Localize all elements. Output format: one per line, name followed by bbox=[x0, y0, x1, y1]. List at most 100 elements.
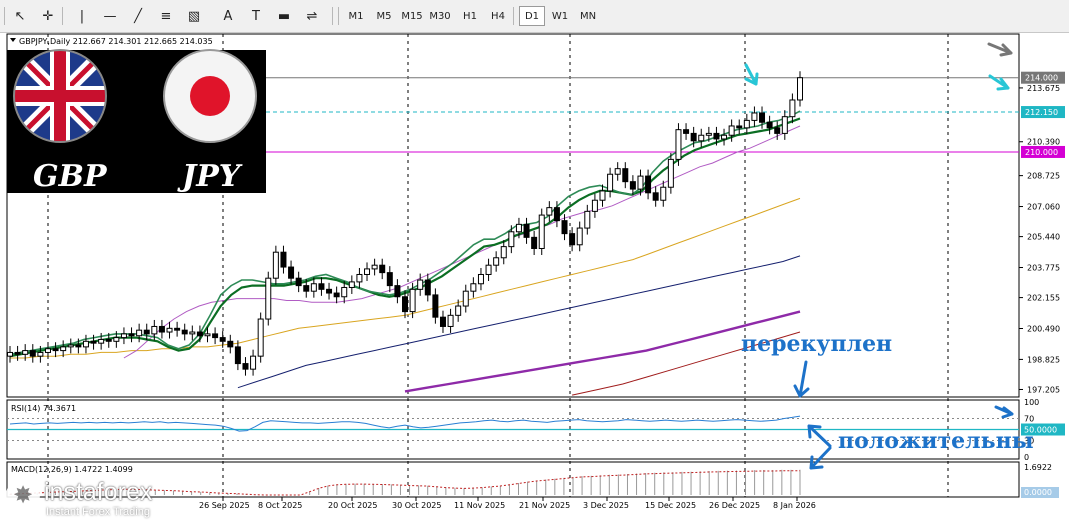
candle-body bbox=[7, 351, 13, 357]
trendline-icon[interactable]: ╱ bbox=[134, 8, 142, 24]
candle-body bbox=[333, 292, 340, 298]
price-tick-label: 210.390 bbox=[1027, 138, 1060, 147]
horizontal-line-icon[interactable]: — bbox=[103, 8, 117, 24]
positive-arrow-up-icon bbox=[807, 424, 832, 448]
toolbar-separator bbox=[4, 7, 5, 25]
rsi-line bbox=[9, 415, 801, 432]
candle-body bbox=[477, 273, 484, 285]
arrow-214-icon bbox=[987, 42, 1013, 57]
crosshair-icon[interactable]: ✛ bbox=[42, 8, 54, 24]
flag-label-gbp: GBP bbox=[33, 159, 108, 194]
candle-body bbox=[22, 350, 29, 355]
text-label-icon[interactable]: T bbox=[252, 8, 260, 24]
date-label: 8 Jan 2026 bbox=[773, 501, 816, 510]
candle-body bbox=[652, 192, 659, 201]
level-badge-214.000 bbox=[1021, 71, 1065, 84]
arrow-tools-icon[interactable]: ⇌ bbox=[306, 8, 318, 24]
candle-body bbox=[774, 127, 781, 134]
candle-body bbox=[698, 134, 705, 142]
candle-body bbox=[98, 338, 105, 344]
arrow-candle-icon bbox=[744, 63, 759, 86]
candle-body bbox=[227, 340, 234, 348]
date-label: 8 Oct 2025 bbox=[258, 501, 302, 510]
level-badge-212.150 bbox=[1021, 106, 1065, 119]
candle-body bbox=[128, 333, 135, 337]
timeframe-m5[interactable]: M5 bbox=[376, 10, 392, 22]
ma-navy-line bbox=[237, 255, 801, 389]
candle-body bbox=[553, 207, 560, 222]
candle-body bbox=[364, 268, 371, 275]
timeframe-w1[interactable]: W1 bbox=[551, 10, 569, 22]
candle-body bbox=[721, 134, 728, 140]
candle-body bbox=[386, 272, 393, 287]
ma-purple-line bbox=[404, 310, 801, 393]
candle-body bbox=[356, 273, 363, 283]
timeframe-m1[interactable]: M1 bbox=[348, 10, 364, 22]
cursor-icon[interactable]: ↖ bbox=[14, 8, 26, 24]
candle-body bbox=[257, 318, 264, 357]
candle-body bbox=[250, 355, 257, 370]
candle-body bbox=[417, 279, 424, 290]
date-label: 11 Nov 2025 bbox=[454, 501, 505, 510]
candle-body bbox=[470, 283, 477, 292]
candle-body bbox=[789, 99, 796, 118]
candle-body bbox=[690, 132, 697, 142]
candle-body bbox=[242, 363, 249, 370]
candle-body bbox=[660, 186, 667, 201]
macd-zero-badge-text: 0.0000 bbox=[1024, 488, 1052, 497]
candle-body bbox=[166, 327, 173, 333]
candle-body bbox=[288, 266, 295, 279]
candle-body bbox=[310, 283, 317, 292]
candle-body bbox=[52, 348, 59, 352]
price-tick-label: 198.825 bbox=[1027, 355, 1060, 364]
candle-body bbox=[113, 337, 120, 342]
rectangle-icon[interactable]: ▬ bbox=[277, 8, 291, 24]
arrow-212-icon bbox=[988, 74, 1010, 91]
candle-body bbox=[493, 257, 500, 266]
fibonacci-icon[interactable]: ≡ bbox=[160, 8, 172, 24]
toolbar-separator bbox=[62, 7, 63, 25]
equidistant-channel-icon[interactable]: ▧ bbox=[187, 8, 201, 24]
candle-body bbox=[204, 333, 211, 337]
candle-body bbox=[531, 236, 538, 249]
symbol-menu-icon bbox=[10, 38, 16, 42]
candle-body bbox=[576, 227, 583, 246]
timeframe-m15[interactable]: M15 bbox=[401, 10, 423, 22]
candle-body bbox=[82, 340, 89, 348]
macd-histogram-group bbox=[9, 469, 801, 495]
watermark-tagline: Instant Forex Trading bbox=[46, 506, 150, 518]
timeframe-mn[interactable]: MN bbox=[579, 10, 597, 22]
timeframe-m30[interactable]: M30 bbox=[429, 10, 451, 22]
macd-signal-line bbox=[9, 470, 800, 496]
toolbar-separator bbox=[513, 7, 514, 25]
candle-body bbox=[569, 233, 576, 246]
candle-body bbox=[303, 285, 310, 292]
flag-label-jpy: JPY bbox=[177, 159, 243, 194]
candle-body bbox=[629, 181, 636, 190]
date-label: 30 Oct 2025 bbox=[392, 501, 441, 510]
price-tick-label: 208.725 bbox=[1027, 172, 1060, 181]
level-badge-text: 212.150 bbox=[1025, 108, 1058, 117]
candle-body bbox=[561, 220, 568, 235]
candle-body bbox=[637, 175, 644, 190]
overbought-arrow-icon bbox=[793, 360, 810, 398]
candle-body bbox=[67, 344, 74, 348]
price-tick-label: 197.205 bbox=[1027, 385, 1060, 394]
candle-body bbox=[713, 132, 720, 140]
candle-body bbox=[371, 264, 378, 270]
candle-body bbox=[515, 223, 522, 233]
rsi-scale-label: 100 bbox=[1024, 398, 1039, 407]
candle-body bbox=[591, 199, 598, 212]
candle-body bbox=[44, 348, 51, 353]
timeframe-h1[interactable]: H1 bbox=[463, 10, 477, 22]
candle-body bbox=[341, 286, 348, 298]
level-badge-text: 210.000 bbox=[1025, 148, 1058, 157]
candle-body bbox=[614, 168, 621, 175]
candle-body bbox=[607, 173, 614, 192]
date-label: 26 Sep 2025 bbox=[199, 501, 250, 510]
timeframe-h4[interactable]: H4 bbox=[491, 10, 505, 22]
vertical-line-icon[interactable]: | bbox=[79, 8, 85, 24]
timeframe-d1[interactable]: D1 bbox=[519, 6, 545, 26]
candle-body bbox=[136, 329, 143, 337]
text-icon[interactable]: A bbox=[223, 8, 233, 24]
